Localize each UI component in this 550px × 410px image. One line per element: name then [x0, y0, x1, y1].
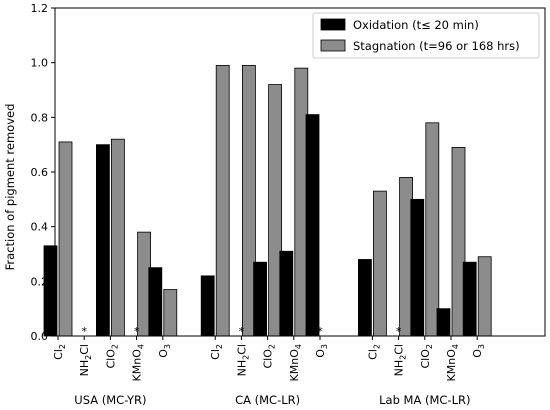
x-tick-label: O3: [157, 344, 172, 358]
bar-stagnation: [477, 256, 492, 337]
x-tick-label: O3: [471, 344, 486, 358]
x-tick-label: ClO2: [104, 344, 119, 369]
y-axis-title-group: Fraction of pigment removed: [3, 104, 17, 271]
x-tick-labels: Cl2 NH2Cl ClO2 KMnO4 O3 Cl2 NH2Cl ClO2 KMnO4 O3 Cl…: [52, 336, 486, 381]
y-tick-label: 1.0: [31, 57, 49, 70]
x-tick-label: Cl2: [366, 344, 381, 360]
bar-oxidation: [305, 114, 320, 337]
x-tick-label: NH2Cl: [235, 344, 250, 376]
bar-oxidation: [43, 245, 58, 337]
not-tested-marker: *: [317, 325, 323, 338]
y-tick-label: 0.6: [31, 166, 49, 179]
x-tick-label: ClO2: [262, 344, 277, 369]
not-tested-marker: *: [81, 325, 87, 338]
x-tick-label: O3: [314, 344, 329, 358]
x-tick-label: Cl2: [209, 344, 224, 360]
bar-oxidation: [96, 144, 110, 337]
y-tick-label: 1.2: [31, 2, 49, 15]
legend: Oxidation (t≤ 20 min) Stagnation (t=96 o…: [312, 12, 540, 59]
bar-oxidation: [462, 261, 477, 337]
bar-stagnation: [58, 141, 73, 337]
bar-stagnation: [163, 289, 178, 337]
y-tick-label: 0.8: [31, 111, 49, 124]
bar-oxidation: [200, 275, 215, 337]
x-tick-label: KMnO4: [288, 344, 303, 381]
legend-swatch-stagnation: [320, 39, 346, 52]
missing-markers: * * * * *: [81, 325, 401, 338]
not-tested-marker: *: [134, 325, 140, 338]
bar-stagnation: [372, 190, 387, 337]
x-tick-label: Cl2: [52, 344, 67, 360]
bar-oxidation: [148, 267, 163, 337]
group-label: Lab MA (MC-LR): [379, 393, 470, 407]
not-tested-marker: *: [396, 325, 402, 338]
y-tick-label: 0.4: [31, 221, 49, 234]
x-tick-label: ClO2: [419, 344, 434, 369]
bar-oxidation: [436, 308, 451, 337]
group-label: CA (MC-LR): [235, 393, 300, 407]
legend-swatch-oxidation: [320, 18, 346, 31]
bar-stagnation: [111, 138, 125, 337]
plot-frame: [54, 7, 546, 337]
not-tested-marker: *: [239, 325, 245, 338]
x-tick-label: KMnO4: [131, 344, 146, 381]
x-tick-label: NH2Cl: [78, 344, 93, 376]
group-label: USA (MC-YR): [74, 393, 146, 407]
bar-oxidation: [357, 259, 372, 337]
legend-label-oxidation: Oxidation (t≤ 20 min): [353, 18, 479, 32]
legend-box: [312, 12, 540, 59]
bar-stagnation: [425, 122, 440, 337]
group-labels: USA (MC-YR) CA (MC-LR) Lab MA (MC-LR): [74, 393, 470, 407]
bars-layer: [43, 65, 492, 337]
y-axis-title: Fraction of pigment removed: [3, 104, 17, 271]
bar-oxidation: [410, 198, 425, 337]
legend-label-stagnation: Stagnation (t=96 or 168 hrs): [353, 39, 520, 53]
x-tick-label: NH2Cl: [393, 344, 408, 376]
bar-oxidation: [279, 250, 294, 337]
x-tick-label: KMnO4: [445, 344, 460, 381]
bar-stagnation: [215, 65, 230, 337]
bar-oxidation: [253, 261, 268, 337]
